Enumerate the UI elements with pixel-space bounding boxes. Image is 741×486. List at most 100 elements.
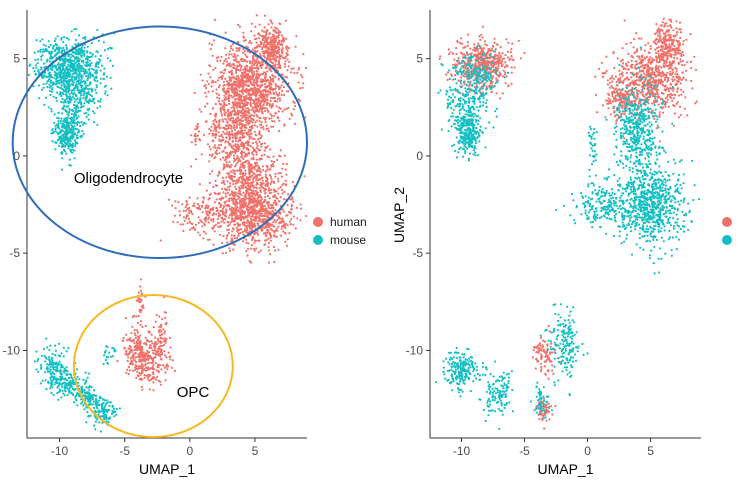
data-point-mouse [70,30,73,33]
data-point-mouse [57,111,60,114]
data-point-human [252,102,255,105]
data-point-mouse [85,96,88,99]
data-point-human [256,75,259,78]
data-point-human [248,122,251,125]
data-point-human [221,176,224,180]
data-point-human [223,132,226,135]
data-point-mouse [78,47,81,51]
data-point-mouse [73,100,76,103]
data-point-human [241,173,245,176]
data-point-mouse [55,369,58,372]
data-point-human [231,90,234,93]
data-point-human [228,223,231,226]
data-point-human [244,117,247,120]
data-point-human [296,71,299,74]
data-point-human [267,211,271,215]
data-point-human [218,139,221,142]
data-point-human [234,165,237,168]
data-point-human [279,186,282,189]
data-point-mouse [50,391,53,395]
data-point-mouse [54,72,58,75]
data-point-human [262,116,265,119]
data-point-mouse [80,94,83,97]
data-point-human [282,85,285,89]
data-point-human [247,116,250,119]
data-point-human [221,108,224,111]
data-point-human [234,103,237,106]
data-point-human [250,64,253,67]
data-point-human [219,206,222,209]
data-point-human [232,106,235,109]
data-point-mouse [55,96,58,100]
data-point-mouse [62,90,66,93]
data-point-human [215,133,218,136]
data-point-human [263,36,266,39]
data-point-mouse [95,70,98,73]
data-point-human [204,84,207,87]
data-point-mouse [34,58,37,62]
data-point-human [194,137,197,141]
data-point-mouse [49,362,52,366]
data-point-mouse [52,130,55,134]
data-point-human [266,102,269,105]
data-point-human [279,196,282,199]
data-point-human [277,66,280,69]
data-point-human [242,71,245,74]
data-point-human [229,182,232,185]
data-point-mouse [47,50,51,53]
data-point-human [228,200,231,203]
data-point-mouse [49,43,52,47]
data-point-human [251,137,254,140]
data-point-human [272,201,275,204]
data-point-human [205,120,208,123]
data-point-human [260,121,263,124]
data-point-human [256,70,259,73]
data-point-human [212,68,215,71]
data-point-mouse [69,56,72,59]
data-point-human [284,184,287,187]
data-point-human [241,132,244,135]
data-point-human [227,228,231,231]
data-point-human [277,200,281,203]
data-point-human [257,77,260,80]
data-point-human [217,123,220,126]
data-point-human [248,171,251,174]
data-point-mouse [103,49,106,52]
data-point-human [259,178,262,181]
data-point-human [234,144,237,148]
data-point-human [225,104,228,107]
data-point-mouse [51,352,54,355]
data-point-human [258,239,261,242]
data-point-mouse [72,87,76,90]
data-point-human [260,100,263,103]
data-point-human [208,212,211,215]
data-point-human [225,136,228,139]
data-point-human [235,179,238,182]
data-point-mouse [63,137,66,140]
data-point-human [298,66,301,69]
data-point-mouse [54,148,57,151]
data-point-human [211,43,214,47]
data-point-human [272,56,275,59]
data-point-mouse [67,132,70,135]
data-point-mouse [54,127,57,130]
data-point-mouse [58,86,62,89]
data-point-human [281,188,284,192]
data-point-mouse [62,355,65,358]
data-point-mouse [53,368,56,371]
data-point-human [252,114,255,117]
data-point-mouse [83,50,86,53]
data-point-human [125,333,128,336]
data-point-human [257,196,260,199]
data-point-human [253,99,256,102]
data-point-human [292,67,295,70]
data-point-human [230,237,233,241]
data-point-mouse [37,370,40,373]
data-point-human [250,77,253,80]
data-point-human [245,197,248,200]
data-point-human [287,65,290,68]
data-point-human [130,332,133,335]
data-point-human [288,232,291,235]
data-point-human [229,45,232,48]
data-point-human [263,101,266,104]
